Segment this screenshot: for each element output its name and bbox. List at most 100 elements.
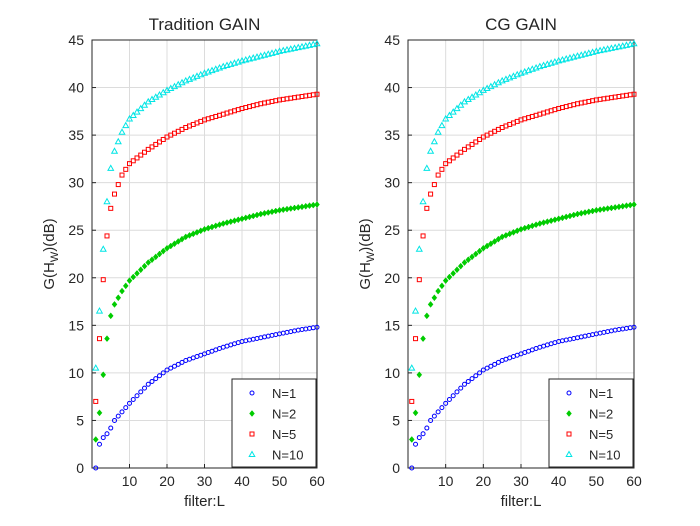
marker-p0-s1-11: [134, 270, 140, 277]
x-tick-label: 40: [551, 473, 567, 489]
y-tick-label: 5: [76, 412, 84, 428]
marker-p0-s3-7: [118, 128, 126, 135]
series-N=1: [409, 324, 637, 471]
marker-p0-s2-9: [127, 161, 132, 167]
marker-p0-s0-21: [172, 363, 177, 369]
marker-p0-s1-0: [92, 436, 99, 443]
marker-p0-s1-8: [122, 282, 129, 290]
marker-p0-s3-0: [92, 364, 100, 371]
legend-marker-N=1: [566, 390, 572, 396]
marker-p1-s1-15: [465, 256, 472, 264]
marker-p1-s3-59: [630, 39, 638, 47]
marker-p1-s1-3: [420, 335, 426, 343]
marker-p1-s1-1: [412, 409, 419, 417]
marker-p1-s1-2: [416, 371, 423, 379]
marker-p0-s1-15: [149, 256, 155, 264]
y-tick-label: 30: [68, 175, 84, 191]
legend-marker-N=10: [565, 450, 573, 457]
series-N=10: [408, 39, 638, 371]
marker-p0-s0-18: [160, 370, 166, 376]
y-tick-label: 45: [68, 32, 84, 48]
marker-p1-s2-7: [435, 172, 441, 178]
y-tick-label: 45: [384, 32, 400, 48]
marker-p1-s0-6: [431, 413, 437, 419]
series-N=5: [409, 91, 637, 404]
legend-marker-N=5: [249, 431, 255, 437]
series-N=10: [92, 39, 321, 371]
marker-p0-s1-23: [179, 235, 185, 243]
marker-p0-s0-9: [127, 400, 132, 406]
marker-p0-s2-2: [100, 277, 106, 283]
marker-p0-s2-8: [123, 166, 129, 172]
marker-p0-s0-20: [168, 365, 174, 371]
marker-p0-s0-12: [138, 389, 144, 395]
legend-label: N=1: [589, 386, 613, 401]
marker-p0-s2-12: [138, 152, 144, 158]
marker-p1-s0-59: [631, 324, 637, 330]
marker-p0-s0-13: [142, 385, 147, 391]
marker-p0-s3-59: [313, 39, 321, 47]
legend-label: N=5: [272, 427, 296, 442]
marker-p0-s1-7: [119, 287, 125, 295]
marker-p0-s1-12: [137, 266, 144, 274]
marker-p1-s1-17: [472, 250, 479, 258]
y-tick-label: 25: [384, 222, 400, 238]
marker-p1-s2-5: [428, 191, 434, 197]
chart-title: Tradition GAIN: [149, 15, 261, 34]
series-N=1: [93, 324, 320, 471]
marker-p1-s0-22: [492, 361, 498, 367]
marker-p1-s0-8: [439, 405, 445, 411]
y-tick-label: 5: [392, 412, 400, 428]
marker-p0-s0-15: [149, 378, 155, 384]
y-tick-label: 0: [76, 460, 84, 476]
marker-p1-s0-7: [435, 409, 441, 415]
x-tick-label: 20: [476, 473, 492, 489]
marker-p1-s3-6: [430, 137, 439, 145]
marker-p0-s0-17: [157, 373, 162, 379]
x-tick-label: 60: [626, 473, 642, 489]
marker-p1-s0-17: [473, 373, 479, 379]
legend-marker-N=5: [566, 431, 572, 437]
marker-p0-s3-9: [125, 114, 134, 122]
marker-p1-s3-12: [453, 104, 461, 112]
legend-marker-N=10: [248, 450, 256, 457]
x-tick-label: 10: [122, 473, 138, 489]
marker-p0-s0-23: [179, 359, 185, 365]
marker-p0-s2-59: [314, 91, 320, 97]
marker-p0-s0-2: [100, 435, 106, 441]
marker-p0-s2-11: [134, 155, 140, 161]
marker-p0-s3-2: [99, 245, 107, 252]
marker-p0-s0-59: [314, 324, 320, 330]
x-tick-label: 20: [159, 473, 175, 489]
marker-p0-s0-7: [119, 409, 125, 415]
legend-box: [548, 378, 634, 468]
y-tick-label: 40: [384, 80, 400, 96]
marker-p1-s1-14: [461, 259, 468, 266]
marker-p0-s0-4: [108, 425, 114, 431]
marker-p0-s1-16: [152, 253, 159, 261]
marker-p0-s2-7: [119, 172, 125, 178]
marker-p1-s0-16: [469, 376, 475, 382]
marker-p1-s0-4: [424, 425, 430, 431]
y-tick-label: 0: [392, 460, 400, 476]
x-tick-label: 10: [438, 473, 454, 489]
marker-p1-s0-5: [428, 417, 434, 423]
x-tick-label: 50: [272, 473, 288, 489]
marker-p0-s0-5: [112, 417, 117, 423]
legend-label: N=5: [589, 427, 613, 442]
marker-p0-s0-19: [164, 367, 170, 373]
marker-p1-s3-10: [445, 111, 454, 119]
marker-p0-s1-4: [107, 312, 114, 320]
marker-p1-s2-13: [458, 149, 464, 155]
legend: N=1 N=2 N=5 N=10: [548, 378, 634, 468]
marker-p1-s0-13: [458, 385, 464, 391]
marker-p1-s1-59: [631, 201, 637, 208]
y-tick-label: 10: [384, 365, 400, 381]
legend-label: N=2: [589, 407, 613, 422]
y-tick-label: 35: [68, 127, 84, 143]
marker-p0-s0-3: [104, 431, 110, 437]
marker-p1-s3-11: [449, 108, 457, 115]
marker-p0-s1-9: [126, 277, 133, 285]
marker-p1-s1-22: [491, 238, 498, 245]
marker-p0-s3-11: [133, 108, 141, 115]
